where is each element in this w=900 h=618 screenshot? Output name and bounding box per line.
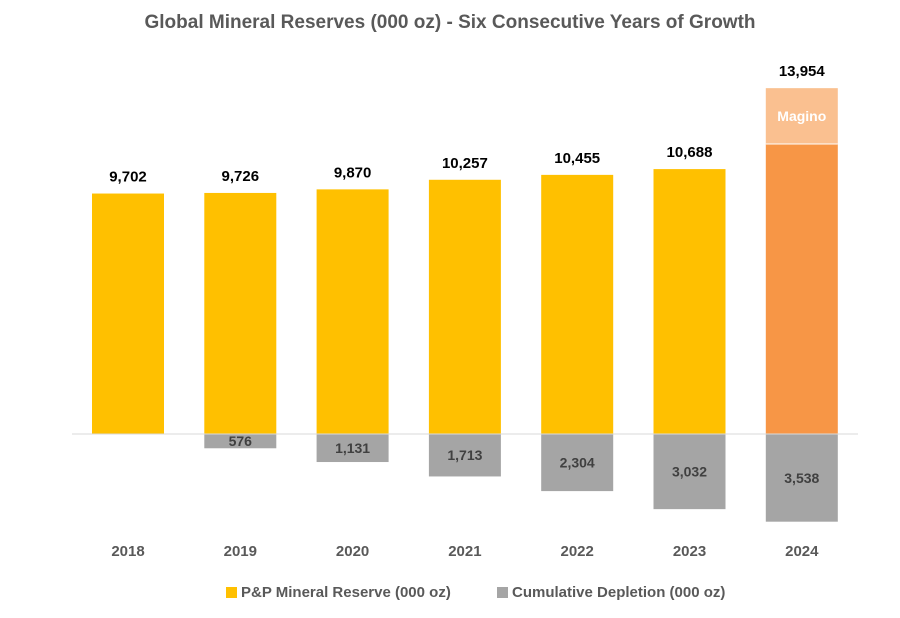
bar-reserve-2021 (428, 179, 501, 434)
legend-swatch-reserve (226, 587, 237, 598)
data-label-reserve-2024: 13,954 (779, 63, 826, 80)
x-tick-label-2019: 2019 (224, 543, 257, 560)
x-tick-label-2024: 2024 (785, 543, 819, 560)
segment-label-magino: Magino (777, 108, 826, 124)
x-tick-label-2018: 2018 (111, 543, 144, 560)
x-tick-label-2022: 2022 (561, 543, 594, 560)
legend-item-depletion: Cumulative Depletion (000 oz) (497, 584, 725, 601)
bar-reserve-2024-base (765, 144, 838, 434)
data-label-reserve-2020: 9,870 (334, 164, 372, 181)
bar-reserve-2022 (541, 174, 614, 435)
data-label-reserve-2019: 9,726 (222, 168, 260, 185)
x-tick-label-2020: 2020 (336, 543, 369, 560)
x-tick-label-2023: 2023 (673, 543, 706, 560)
legend-label-reserve: P&P Mineral Reserve (000 oz) (241, 584, 451, 601)
data-label-depletion-2020: 1,131 (335, 440, 370, 456)
data-label-reserve-2018: 9,702 (109, 169, 147, 186)
data-label-reserve-2021: 10,257 (442, 155, 488, 172)
legend-swatch-depletion (497, 587, 508, 598)
chart-title: Global Mineral Reserves (000 oz) - Six C… (144, 12, 756, 33)
bar-reserve-2018 (92, 193, 164, 434)
bar-depletion-2020 (316, 434, 389, 463)
data-label-depletion-2022: 2,304 (560, 455, 595, 471)
data-label-depletion-2024: 3,538 (784, 470, 819, 486)
bar-reserve-2024-magino (765, 88, 838, 145)
bar-depletion-2023 (653, 434, 726, 510)
bar-reserve-2023 (653, 169, 726, 435)
bar-depletion-2019 (204, 434, 277, 449)
data-label-reserve-2023: 10,688 (667, 144, 713, 161)
bar-depletion-2022 (541, 434, 614, 492)
data-label-depletion-2019: 576 (229, 433, 253, 449)
data-label-reserve-2022: 10,455 (554, 150, 600, 167)
bar-depletion-2024 (765, 434, 838, 522)
bar-reserve-2020 (316, 189, 389, 434)
data-label-depletion-2023: 3,032 (672, 464, 707, 480)
legend-label-depletion: Cumulative Depletion (000 oz) (512, 584, 726, 601)
data-label-depletion-2021: 1,713 (447, 447, 482, 463)
bar-depletion-2021 (428, 434, 501, 477)
legend-item-reserve: P&P Mineral Reserve (000 oz) (226, 584, 451, 601)
bar-reserve-2019 (204, 192, 277, 434)
x-tick-label-2021: 2021 (448, 543, 481, 560)
